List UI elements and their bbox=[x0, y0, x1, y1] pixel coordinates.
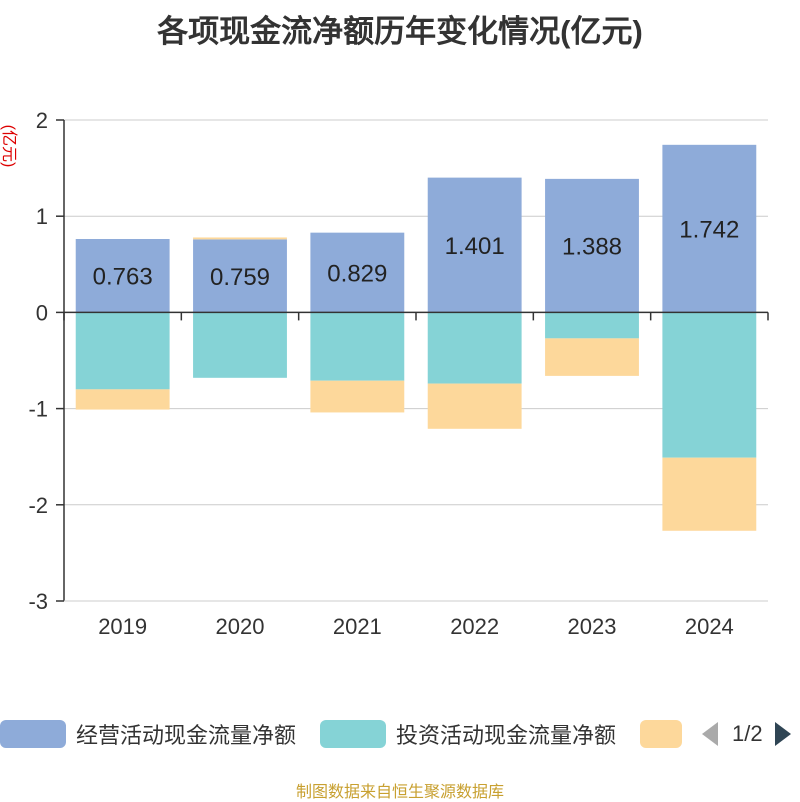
y-tick-label: -3 bbox=[28, 589, 48, 614]
x-tick-label: 2020 bbox=[216, 614, 265, 639]
data-label: 1.388 bbox=[562, 234, 622, 261]
axes: 2 1 0 -1 -2 -3 2019 2020 2021 2022 2023 2024 bbox=[28, 108, 769, 639]
bar-1-2019 bbox=[75, 312, 170, 390]
bar-2-2020 bbox=[193, 237, 287, 240]
source-note: 制图数据来自恒生聚源数据库 bbox=[295, 784, 504, 801]
grid-lines bbox=[64, 119, 768, 602]
legend-swatch-investing bbox=[320, 720, 386, 748]
x-tick-label: 2021 bbox=[333, 614, 382, 639]
data-label: 1.742 bbox=[679, 217, 739, 244]
bars bbox=[75, 144, 757, 531]
data-label: 1.401 bbox=[445, 233, 505, 260]
legend-item-operating[interactable]: 经营活动现金流量净额 bbox=[0, 716, 296, 752]
y-tick-label: 1 bbox=[36, 204, 48, 229]
legend-item-investing[interactable]: 投资活动现金流量净额 bbox=[320, 716, 616, 752]
bar-2-2019 bbox=[75, 389, 170, 410]
x-tick-label: 2022 bbox=[450, 614, 499, 639]
y-tick-label: 2 bbox=[36, 108, 48, 133]
x-tick-label: 2019 bbox=[98, 614, 147, 639]
legend-page-indicator: 1/2 bbox=[732, 721, 763, 746]
y-tick-label: -2 bbox=[28, 493, 48, 518]
bar-1-2023 bbox=[545, 312, 639, 339]
legend-label-operating: 经营活动现金流量净额 bbox=[76, 723, 297, 748]
data-labels: 0.763 0.759 0.829 1.401 1.388 1.742 bbox=[93, 217, 740, 291]
pager-prev-arrow-icon[interactable] bbox=[702, 722, 718, 746]
x-tick-label: 2024 bbox=[685, 614, 734, 639]
bar-0-2019 bbox=[75, 238, 170, 313]
data-label: 0.759 bbox=[210, 264, 270, 291]
bar-1-2020 bbox=[193, 312, 287, 378]
data-label: 0.829 bbox=[327, 261, 387, 288]
bar-1-2022 bbox=[427, 312, 522, 384]
legend: 经营活动现金流量净额 投资活动现金流量净额 1/2 bbox=[0, 716, 800, 752]
legend-label-investing: 投资活动现金流量净额 bbox=[396, 723, 617, 748]
x-tick-label: 2023 bbox=[568, 614, 617, 639]
bar-2-2022 bbox=[427, 383, 522, 429]
legend-swatch-financing bbox=[640, 720, 682, 748]
legend-swatch-operating bbox=[0, 720, 66, 748]
bar-0-2021 bbox=[310, 232, 405, 313]
legend-pager: 1/2 bbox=[702, 716, 791, 752]
y-axis-unit-label: (亿元) bbox=[0, 125, 18, 168]
bar-0-2022 bbox=[427, 177, 522, 313]
bar-1-2021 bbox=[310, 312, 405, 381]
bar-2-2021 bbox=[310, 380, 405, 413]
bar-2-2023 bbox=[545, 338, 639, 376]
data-label: 0.763 bbox=[93, 264, 153, 291]
bar-0-2024 bbox=[662, 144, 757, 313]
y-tick-label: -1 bbox=[28, 397, 48, 422]
legend-item-financing[interactable] bbox=[640, 716, 692, 752]
bar-0-2020 bbox=[193, 239, 287, 313]
bar-1-2024 bbox=[662, 312, 757, 458]
pager-next-arrow-icon[interactable] bbox=[774, 722, 791, 746]
bar-0-2023 bbox=[545, 178, 639, 313]
chart-title: 各项现金流净额历年变化情况(亿元) bbox=[157, 14, 643, 49]
bar-2-2024 bbox=[662, 457, 757, 531]
y-tick-label: 0 bbox=[36, 300, 48, 325]
